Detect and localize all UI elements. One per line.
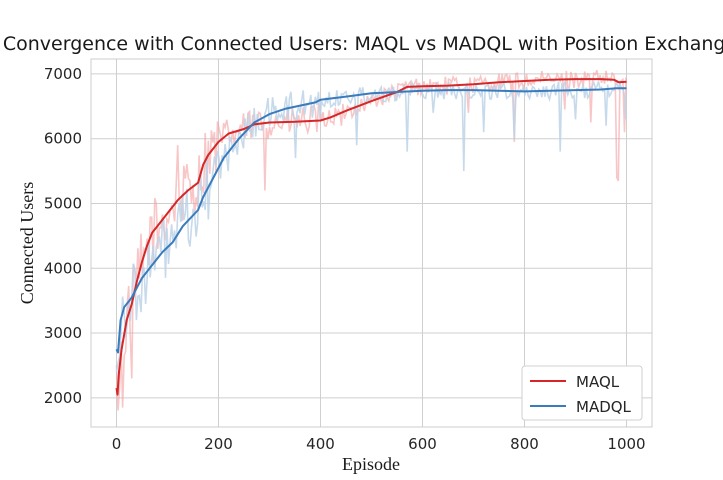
smoothed-series-layer	[115, 78, 627, 396]
y-tick-label: 6000	[44, 130, 82, 148]
y-tick-label: 4000	[44, 259, 82, 277]
y-tick-label: 3000	[44, 324, 82, 342]
x-tick-label: 0	[112, 435, 122, 453]
x-tick-label: 400	[306, 435, 335, 453]
series-line-madql	[115, 87, 627, 354]
chart-title: Convergence with Connected Users: MAQL v…	[3, 33, 723, 55]
raw-series-layer	[115, 69, 627, 411]
y-tick-label: 2000	[44, 389, 82, 407]
legend: MAQL MADQL	[521, 365, 643, 421]
x-tick-label: 1000	[607, 435, 645, 453]
y-axis-label: Connected Users	[17, 182, 37, 304]
tick-label-layer: 0 200 400 600 800 1000 2000 3000 4000 5000 6000 700…	[44, 65, 646, 453]
legend-label-maql: MAQL	[576, 373, 620, 391]
y-tick-label: 5000	[44, 194, 82, 212]
plot-frame	[90, 58, 653, 428]
x-tick-label: 600	[408, 435, 437, 453]
y-tick-label: 7000	[44, 65, 82, 83]
x-axis-label: Episode	[342, 454, 400, 474]
raw-line-madql	[115, 78, 627, 373]
x-tick-label: 200	[204, 435, 233, 453]
legend-label-madql: MADQL	[576, 398, 632, 416]
x-tick-label: 800	[510, 435, 539, 453]
